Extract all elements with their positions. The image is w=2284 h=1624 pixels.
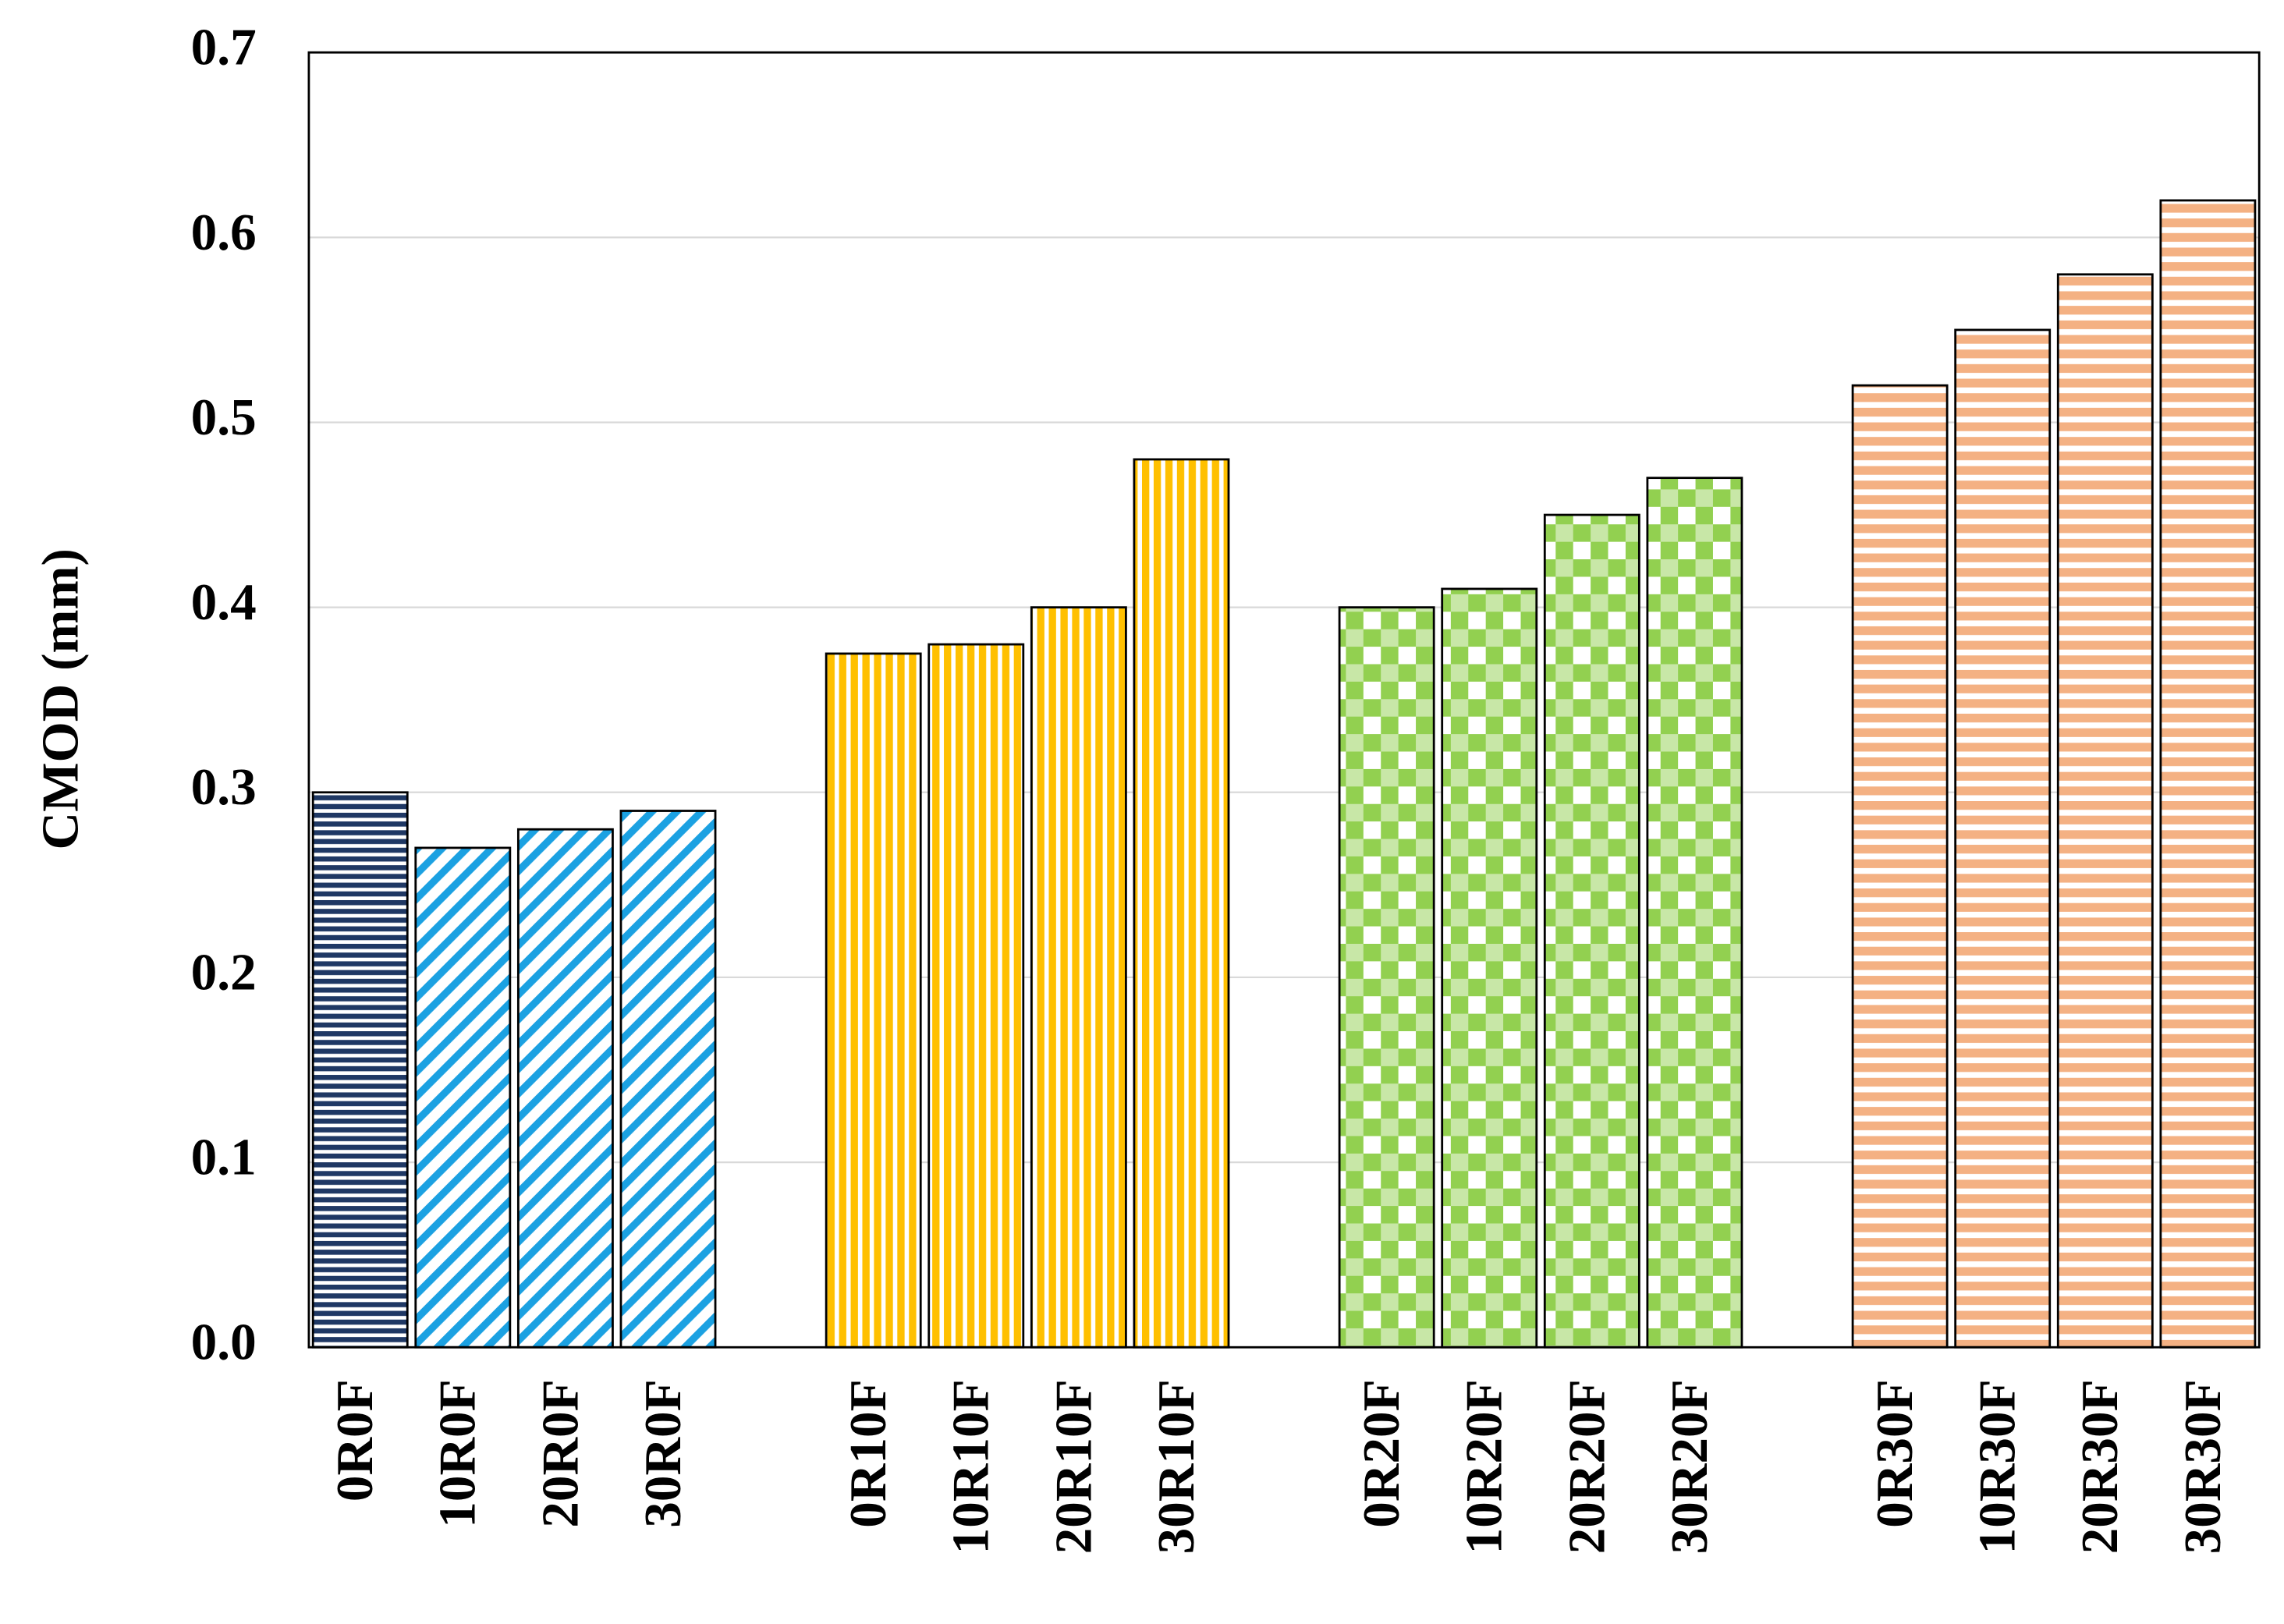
- bar: [1954, 328, 2052, 1349]
- x-tick-label: 30R10F: [1147, 1379, 1205, 1554]
- x-tick-label: 0R20F: [1352, 1379, 1410, 1527]
- bar: [619, 810, 717, 1349]
- bar: [825, 652, 922, 1349]
- bar: [1851, 384, 1949, 1349]
- x-tick-label: 0R0F: [325, 1379, 384, 1502]
- x-tick-label: 10R10F: [942, 1379, 1000, 1554]
- y-tick-label: 0.2: [191, 942, 257, 1001]
- y-tick-label: 0.5: [191, 388, 257, 446]
- plot-frame: [307, 51, 2261, 1349]
- x-tick-label: 0R30F: [1865, 1379, 1924, 1527]
- x-tick-label: 30R0F: [633, 1379, 692, 1527]
- x-tick-label: 20R30F: [2070, 1379, 2129, 1554]
- bar: [1441, 587, 1538, 1349]
- y-tick-label: 0.3: [191, 757, 257, 816]
- bar: [2056, 273, 2154, 1349]
- x-tick-label: 30R30F: [2173, 1379, 2232, 1554]
- bar: [1030, 606, 1127, 1349]
- x-tick-label: 10R30F: [1968, 1379, 2027, 1554]
- y-tick-label: 0.4: [191, 573, 257, 631]
- bar: [2159, 199, 2257, 1349]
- x-tick-label: 0R10F: [839, 1379, 897, 1527]
- y-tick-label: 0.0: [191, 1313, 257, 1371]
- x-tick-label: 20R10F: [1044, 1379, 1102, 1554]
- bar: [1646, 477, 1743, 1349]
- x-tick-label: 30R20F: [1660, 1379, 1718, 1554]
- x-tick-label: 10R0F: [428, 1379, 487, 1527]
- y-axis-title: CMOD (mm): [31, 548, 90, 849]
- bar: [311, 791, 409, 1349]
- x-tick-label: 20R0F: [530, 1379, 589, 1527]
- bar: [927, 643, 1025, 1349]
- bar: [1543, 513, 1640, 1349]
- bar: [1338, 606, 1435, 1349]
- x-tick-label: 10R20F: [1455, 1379, 1513, 1554]
- bar: [516, 828, 614, 1349]
- y-tick-label: 0.7: [191, 18, 257, 76]
- y-tick-label: 0.6: [191, 203, 257, 261]
- x-tick-label: 20R20F: [1557, 1379, 1615, 1554]
- y-tick-label: 0.1: [191, 1127, 257, 1186]
- bar: [414, 846, 512, 1349]
- bar: [1133, 458, 1230, 1349]
